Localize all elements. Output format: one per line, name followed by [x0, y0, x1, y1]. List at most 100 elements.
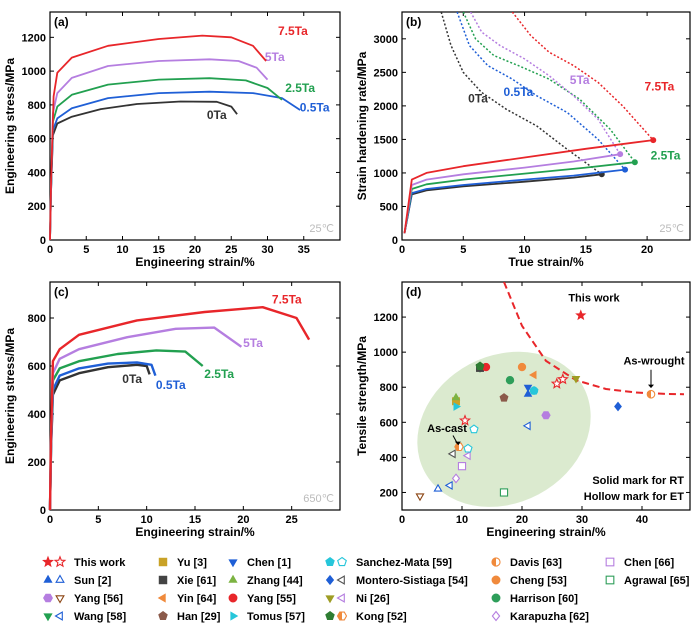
y-tick-label: 1500: [374, 134, 398, 146]
series-label-2.5Ta: 2.5Ta: [651, 149, 681, 163]
panel-label: (d): [406, 285, 421, 299]
legend-label: Ni [26]: [356, 593, 390, 605]
x-tick-label: 15: [189, 514, 201, 526]
series-label-7.5Ta: 7.5Ta: [278, 24, 308, 38]
data-point-fill: [454, 443, 459, 451]
y-tick-label: 800: [28, 100, 46, 112]
data-point: [499, 393, 509, 402]
legend-marker-solid: [325, 595, 335, 604]
y-tick-label: 1000: [22, 66, 46, 78]
legend-label: Montero-Sistiaga [54]: [356, 575, 468, 587]
data-point: [517, 362, 527, 372]
data-point: [451, 473, 461, 484]
y-tick-label: 400: [380, 452, 398, 464]
legend-marker-hollow: [491, 610, 501, 622]
data-point: [556, 372, 569, 385]
legend-marker-solid: [491, 593, 501, 603]
temperature-label: 650℃: [303, 493, 334, 505]
y-tick-label: 1000: [374, 168, 398, 180]
legend-marker-solid: [42, 555, 54, 568]
legend-marker-solid: [158, 611, 168, 620]
x-tick-label: 20: [641, 244, 653, 256]
x-tick-label: 15: [580, 244, 592, 256]
legend-marker-solid: [491, 575, 501, 585]
temperature-label: 25℃: [659, 223, 684, 235]
data-point: [453, 402, 461, 411]
data-point: [575, 309, 587, 321]
data-point: [499, 488, 509, 497]
data-point: [415, 493, 425, 502]
stress-strain-curve-0Ta: [49, 100, 238, 241]
hardening-rate-curve-5Ta: [469, 12, 621, 155]
y-tick-label: 400: [28, 167, 46, 179]
legend-item: Agrawal [65]: [605, 575, 690, 587]
intersection-point-7.5Ta: [650, 137, 657, 144]
series-label-0.5Ta: 0.5Ta: [300, 101, 330, 115]
as-cast-region: [417, 351, 591, 507]
true-stress-curve-5Ta: [403, 153, 621, 234]
legend-label: Sun [2]: [74, 575, 112, 587]
hardening-rate-curve-0Ta: [440, 12, 603, 175]
legend-label: Davis [63]: [510, 557, 562, 569]
x-tick-label: 0: [399, 244, 405, 256]
legend-label: Karapuzha [62]: [510, 611, 589, 623]
y-tick-label: 600: [28, 361, 46, 373]
legend-item: Yang [56]: [43, 593, 123, 605]
x-axis-label: Engineering strain/%: [135, 525, 255, 539]
plot-frame: [401, 11, 691, 241]
legend-marker-hollow-fill: [337, 612, 342, 620]
legend-item: Wang [58]: [43, 611, 126, 623]
x-axis-label: Engineering strain/%: [135, 255, 255, 269]
y-axis-label: Strain hardening rate/MPa: [355, 51, 369, 200]
legend-label: Chen [66]: [624, 557, 674, 569]
legend-marker-hollow: [54, 611, 63, 621]
x-tick-label: 20: [237, 514, 249, 526]
x-axis-label: True strain/%: [508, 255, 584, 269]
plot-frame: [401, 281, 691, 511]
legend-marker-solid: [228, 593, 238, 603]
y-tick-label: 600: [380, 417, 398, 429]
panel-3: 0 10 20 30 40 200 400 600 800 1000 1200 Engineering…: [355, 281, 691, 539]
legend-item: Harrison [60]: [491, 593, 578, 605]
y-tick-label: 0: [392, 235, 398, 247]
temperature-label: 25℃: [309, 223, 334, 235]
intersection-point-5Ta: [617, 151, 624, 158]
data-point: [458, 414, 472, 426]
legend-label: Zhang [44]: [247, 575, 303, 587]
legend-label: Yin [64]: [177, 593, 217, 605]
panel-d-content: [415, 282, 685, 507]
legend-label: Yang [56]: [74, 593, 123, 605]
legend-marker-hollow: [55, 574, 65, 583]
panel-label: (b): [406, 15, 421, 29]
hardening-rate-curve-0.5Ta: [456, 12, 626, 171]
annotation-as-wrought: As-wrought: [623, 355, 684, 367]
series-label-5Ta: 5Ta: [265, 50, 285, 64]
legend-item: Davis [63]: [491, 557, 562, 569]
x-tick-label: 15: [153, 244, 165, 256]
x-tick-label: 35: [298, 244, 310, 256]
data-point: [614, 401, 622, 412]
x-tick-label: 5: [460, 244, 466, 256]
y-tick-label: 200: [28, 201, 46, 213]
legend-marker-hollow: [336, 593, 345, 603]
x-tick-label: 10: [518, 244, 530, 256]
data-point: [457, 462, 467, 471]
true-stress-curve-7.5Ta: [403, 139, 654, 234]
legend-marker-hollow: [337, 556, 347, 567]
legend-item: Zhang [44]: [228, 574, 303, 587]
data-point: [571, 375, 581, 384]
y-tick-label: 200: [28, 457, 46, 469]
data-point: [475, 361, 485, 371]
arrowhead-as-cast: [454, 441, 461, 446]
data-point: [529, 370, 537, 380]
legend-label: Wang [58]: [74, 611, 126, 623]
series-label-7.5Ta: 7.5Ta: [644, 79, 674, 93]
y-tick-label: 2500: [374, 67, 398, 79]
legend-marker-solid: [43, 593, 53, 603]
annotation-this-work: This work: [568, 292, 620, 304]
series-label-7.5Ta: 7.5Ta: [272, 293, 302, 307]
hardening-rate-curve-2.5Ta: [462, 12, 636, 163]
legend-marker-hollow: [336, 611, 348, 621]
x-tick-label: 40: [636, 514, 648, 526]
data-point: [523, 389, 533, 397]
